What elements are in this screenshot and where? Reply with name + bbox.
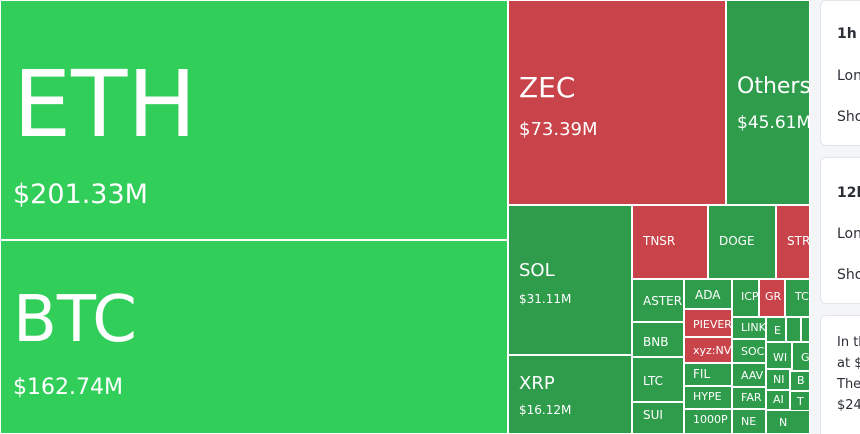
- card-12h-title: 12h: [837, 185, 860, 201]
- treemap-cell[interactable]: TC: [785, 279, 810, 317]
- treemap-cell[interactable]: FIL: [684, 363, 732, 386]
- cell-symbol: ASTER: [643, 294, 683, 308]
- treemap-cell[interactable]: DOGE: [708, 205, 776, 279]
- cell-symbol: BNB: [643, 335, 669, 349]
- treemap-cell[interactable]: ASTER: [632, 279, 684, 322]
- card-1h-title: 1h: [837, 26, 857, 42]
- cell-symbol: BTC: [13, 283, 137, 357]
- cell-symbol: ETH: [13, 51, 197, 158]
- cell-value: $16.12M: [519, 403, 572, 417]
- card-12h-short-label: Sho: [837, 267, 860, 283]
- treemap-cell[interactable]: TNSR: [632, 205, 708, 279]
- cell-symbol: FIL: [693, 367, 711, 381]
- treemap-cell[interactable]: BNB: [632, 322, 684, 357]
- cell-value: $31.11M: [519, 292, 572, 306]
- cell-symbol: HYPE: [693, 390, 722, 403]
- cell-value: $45.61M: [737, 113, 810, 133]
- cell-symbol: SUI: [643, 408, 663, 422]
- cell-symbol: TNSR: [643, 234, 676, 248]
- treemap-cell[interactable]: N: [766, 410, 810, 434]
- cell-symbol: WI: [773, 351, 788, 364]
- treemap-cell[interactable]: Others $45.61M: [726, 0, 810, 205]
- treemap-cell[interactable]: G: [792, 342, 810, 371]
- treemap-cell[interactable]: SUI: [632, 402, 684, 434]
- treemap-cell[interactable]: BTC $162.74M: [0, 240, 508, 434]
- cell-symbol: ZEC: [519, 71, 576, 104]
- summary-line: at $: [837, 356, 860, 371]
- cell-value: $73.39M: [519, 119, 598, 140]
- treemap-cell[interactable]: 1000P: [684, 409, 732, 434]
- treemap-cell[interactable]: SOC: [732, 339, 766, 363]
- cell-symbol: TC: [795, 290, 809, 303]
- treemap-cell[interactable]: LTC: [632, 357, 684, 402]
- card-1h: 1h Lon Sho: [820, 0, 860, 146]
- treemap-cell[interactable]: LINK: [732, 317, 766, 339]
- cell-symbol: LINK: [741, 321, 766, 334]
- treemap-cell[interactable]: xyz:NV: [684, 337, 732, 363]
- treemap-cell[interactable]: GR: [759, 279, 785, 317]
- treemap-cell[interactable]: AAV: [732, 363, 766, 387]
- treemap-cell[interactable]: ADA: [684, 279, 732, 309]
- treemap-cell[interactable]: HYPE: [684, 386, 732, 409]
- cell-symbol: G: [801, 351, 810, 364]
- treemap-cell[interactable]: NE: [732, 409, 766, 434]
- treemap-cell[interactable]: ZEC $73.39M: [508, 0, 726, 205]
- treemap-cell[interactable]: ETH $201.33M: [0, 0, 508, 240]
- cell-symbol: NI: [773, 373, 785, 386]
- cell-symbol: AAV: [741, 369, 764, 382]
- cell-value: $162.74M: [13, 375, 123, 400]
- cell-symbol: ADA: [695, 288, 721, 302]
- cell-symbol: AI: [773, 393, 784, 406]
- cell-symbol: SOL: [519, 260, 555, 281]
- cell-symbol: FAR: [741, 391, 762, 404]
- cell-symbol: B: [797, 374, 805, 387]
- cell-symbol: T: [797, 395, 804, 408]
- cell-symbol: STR: [787, 234, 810, 248]
- cell-symbol: DOGE: [719, 234, 755, 248]
- cell-symbol: xyz:NV: [693, 344, 732, 357]
- cell-symbol: Others: [737, 74, 810, 99]
- card-1h-long-label: Lon: [837, 68, 860, 84]
- cell-symbol: N: [779, 416, 788, 429]
- treemap-cell[interactable]: ICP: [732, 279, 759, 317]
- cell-symbol: SOC: [741, 345, 765, 358]
- card-12h-long-label: Lon: [837, 226, 860, 242]
- cell-symbol: 1000P: [693, 413, 728, 426]
- cell-symbol: NE: [741, 415, 757, 428]
- summary-card: In th at $ The $24: [820, 315, 860, 434]
- cell-symbol: ICP: [741, 290, 759, 303]
- treemap-cell[interactable]: NI: [766, 369, 790, 390]
- cell-symbol: LTC: [643, 374, 664, 388]
- cell-value: $201.33M: [13, 179, 148, 210]
- summary-line: The: [837, 377, 860, 392]
- treemap-cell[interactable]: [786, 317, 801, 342]
- cell-symbol: PIEVER: [693, 318, 732, 331]
- treemap-cell[interactable]: [801, 317, 810, 342]
- treemap-cell[interactable]: SOL $31.11M: [508, 205, 632, 355]
- treemap-cell[interactable]: FAR: [732, 387, 766, 409]
- card-12h: 12h Lon Sho: [820, 157, 860, 304]
- treemap-cell[interactable]: WI: [766, 342, 792, 369]
- liquidation-heatmap: ETH $201.33M BTC $162.74M ZEC $73.39M Others $4…: [0, 0, 810, 434]
- treemap-cell[interactable]: E: [766, 317, 786, 342]
- treemap-cell[interactable]: B: [790, 371, 810, 391]
- cell-symbol: E: [774, 324, 781, 337]
- summary-line: $24: [837, 398, 860, 413]
- liquidation-sidebar: 1h Lon Sho 12h Lon Sho In th at $ The $2…: [810, 0, 860, 434]
- cell-symbol: XRP: [519, 373, 555, 394]
- summary-line: In th: [837, 335, 860, 350]
- treemap-cell[interactable]: AI: [766, 390, 790, 410]
- treemap-cell[interactable]: PIEVER: [684, 309, 732, 337]
- cell-symbol: GR: [765, 290, 782, 303]
- treemap-cell[interactable]: STR: [776, 205, 810, 279]
- treemap-cell[interactable]: XRP $16.12M: [508, 355, 632, 434]
- card-1h-short-label: Sho: [837, 109, 860, 125]
